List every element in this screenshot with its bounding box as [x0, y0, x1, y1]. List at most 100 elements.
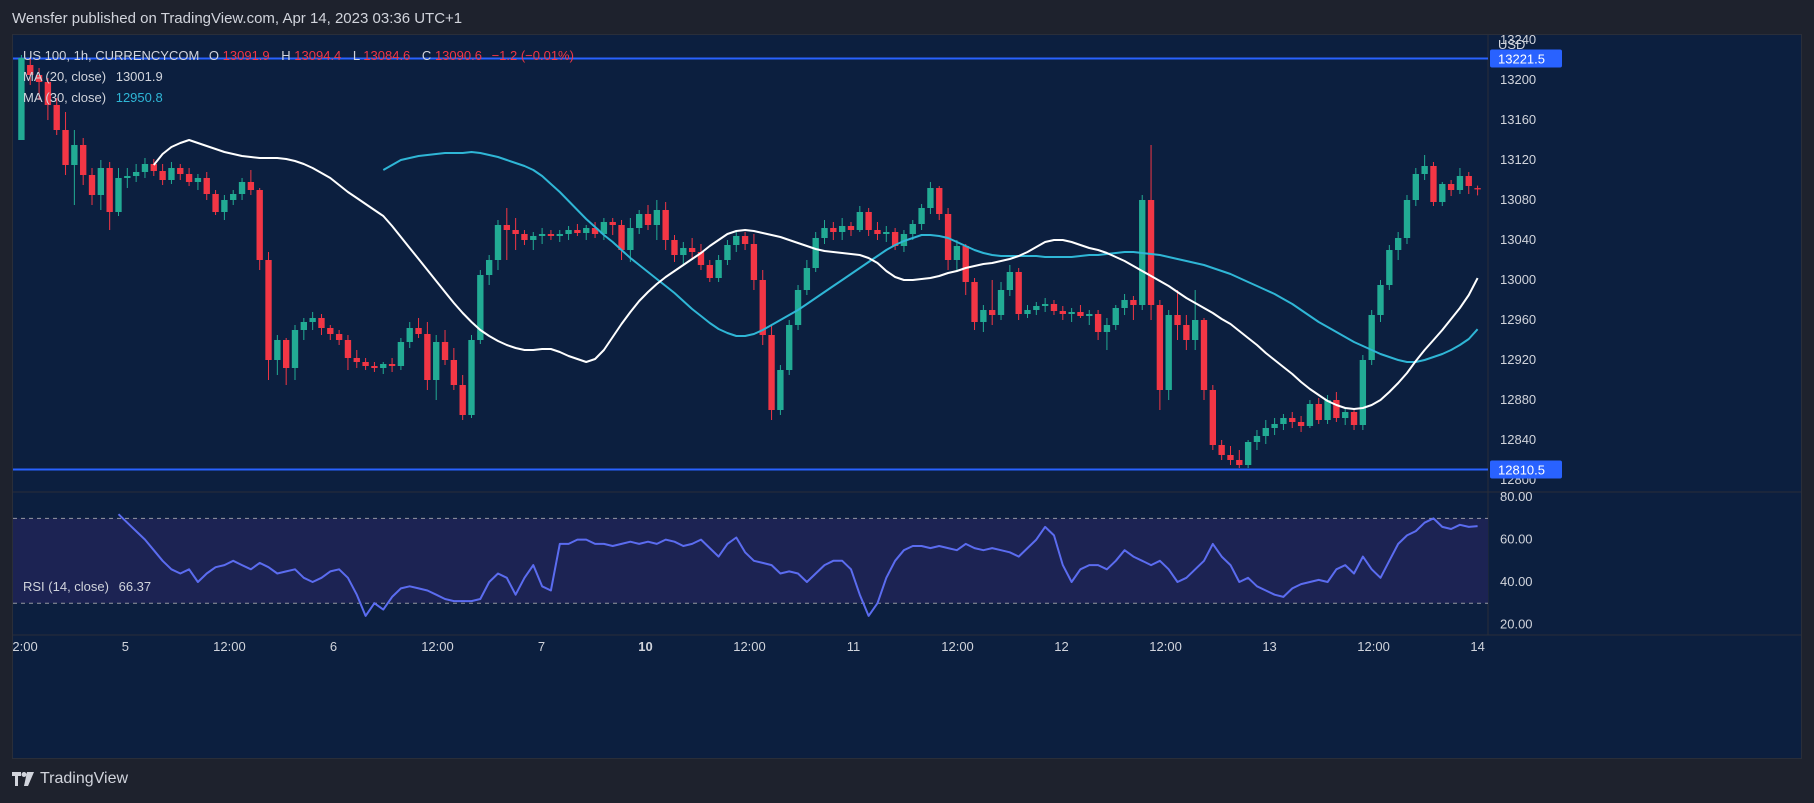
rsi-label: RSI (14, close) — [23, 579, 109, 594]
candle — [644, 214, 652, 225]
rsi-tick-label: 80.00 — [1500, 489, 1533, 504]
candle — [1006, 272, 1014, 290]
candle — [415, 328, 422, 334]
candle — [521, 234, 528, 240]
candle — [565, 230, 572, 234]
candle — [927, 188, 934, 208]
candle — [1412, 174, 1419, 200]
chart-area[interactable]: USD 12800 12840 12880 12920 12960 13000 13040 13… — [12, 34, 1802, 759]
time-tick-label: 10 — [638, 639, 652, 654]
time-tick-label: 12 — [1054, 639, 1068, 654]
time-tick-label: 5 — [122, 639, 129, 654]
change-value: −1.2 (−0.01%) — [491, 48, 574, 63]
candle — [71, 145, 78, 165]
candle — [962, 246, 969, 282]
candle — [1333, 400, 1340, 418]
candle — [1209, 390, 1217, 445]
rsi-tick-label: 20.00 — [1500, 616, 1533, 631]
candle — [62, 130, 69, 165]
candle — [636, 214, 643, 228]
candle — [1280, 418, 1287, 424]
price-tick-label: 13160 — [1500, 112, 1536, 127]
candle — [441, 342, 449, 360]
time-tick-label: 14 — [1470, 639, 1484, 654]
candle — [918, 208, 925, 224]
candle — [274, 340, 281, 360]
candle — [97, 168, 105, 195]
candle — [247, 182, 255, 190]
candle — [80, 145, 87, 175]
high-label: H — [281, 48, 291, 63]
candle — [856, 212, 863, 230]
close-label: C — [421, 48, 432, 63]
ohlc-row: US 100, 1h, CURRENCYCOM O 13091.9 H 1309… — [23, 45, 574, 66]
candle — [485, 260, 493, 275]
candle — [1059, 311, 1066, 314]
candle — [830, 228, 837, 232]
candle — [265, 260, 272, 360]
candle — [388, 364, 396, 366]
candle — [468, 340, 475, 415]
price-tick-label: 13200 — [1500, 72, 1536, 87]
price-tick-label: 13120 — [1500, 152, 1536, 167]
candle — [1253, 436, 1261, 442]
time-tick-label: 6 — [330, 639, 337, 654]
time-tick-label: 12:00 — [1357, 639, 1390, 654]
time-tick-label: 12:00 — [1149, 639, 1182, 654]
rsi-legend[interactable]: RSI (14, close) 66.37 — [23, 579, 151, 594]
candle — [547, 234, 555, 236]
candle — [680, 248, 687, 255]
candle — [874, 230, 881, 234]
candle — [115, 178, 122, 212]
price-tick-label: 12880 — [1500, 392, 1536, 407]
candle — [282, 340, 290, 368]
candle — [741, 236, 749, 244]
candle — [309, 318, 316, 322]
symbol-label[interactable]: US 100, 1h, CURRENCYCOM — [23, 48, 200, 63]
candle — [27, 65, 34, 75]
candle — [1086, 314, 1093, 316]
candle — [759, 280, 766, 335]
ma30-row[interactable]: MA (30, close) 12950.8 — [23, 87, 574, 108]
candle — [1474, 188, 1481, 190]
candle — [194, 178, 202, 182]
price-tick-label: 13080 — [1500, 192, 1536, 207]
candle — [1121, 300, 1128, 308]
candle — [865, 212, 872, 230]
candle — [141, 164, 149, 172]
candle — [424, 334, 431, 380]
candle — [150, 164, 157, 171]
candle — [556, 234, 563, 236]
open-label: O — [208, 48, 220, 63]
candle — [618, 225, 625, 250]
candle — [18, 58, 25, 140]
candle — [1350, 412, 1358, 425]
candle — [803, 268, 811, 290]
candle — [715, 260, 722, 278]
candle — [591, 228, 599, 234]
ma30-line — [382, 151, 1479, 363]
candle — [168, 168, 175, 180]
level-price-label: 12810.5 — [1498, 463, 1545, 478]
time-tick-label: 12:00 — [13, 639, 38, 654]
candle — [1297, 422, 1305, 426]
candle — [1050, 304, 1058, 311]
candle — [1421, 166, 1428, 174]
candle — [459, 385, 466, 415]
candle — [397, 342, 405, 366]
chart-svg[interactable]: USD1280012840128801292012960130001304013… — [13, 35, 1802, 759]
candle — [477, 275, 484, 340]
price-tick-label: 13040 — [1500, 232, 1536, 247]
candle — [989, 310, 996, 315]
open-value: 13091.9 — [222, 48, 270, 63]
tradingview-logo-icon — [12, 772, 34, 786]
candle — [1430, 166, 1437, 202]
ma20-line — [153, 139, 1479, 410]
ma20-row[interactable]: MA (20, close) 13001.9 — [23, 66, 574, 87]
candle — [212, 194, 219, 212]
candle — [847, 226, 855, 230]
candle — [1289, 418, 1296, 422]
candle — [1439, 184, 1446, 202]
tradingview-logo[interactable]: TradingView — [12, 770, 128, 788]
candle — [953, 246, 961, 260]
